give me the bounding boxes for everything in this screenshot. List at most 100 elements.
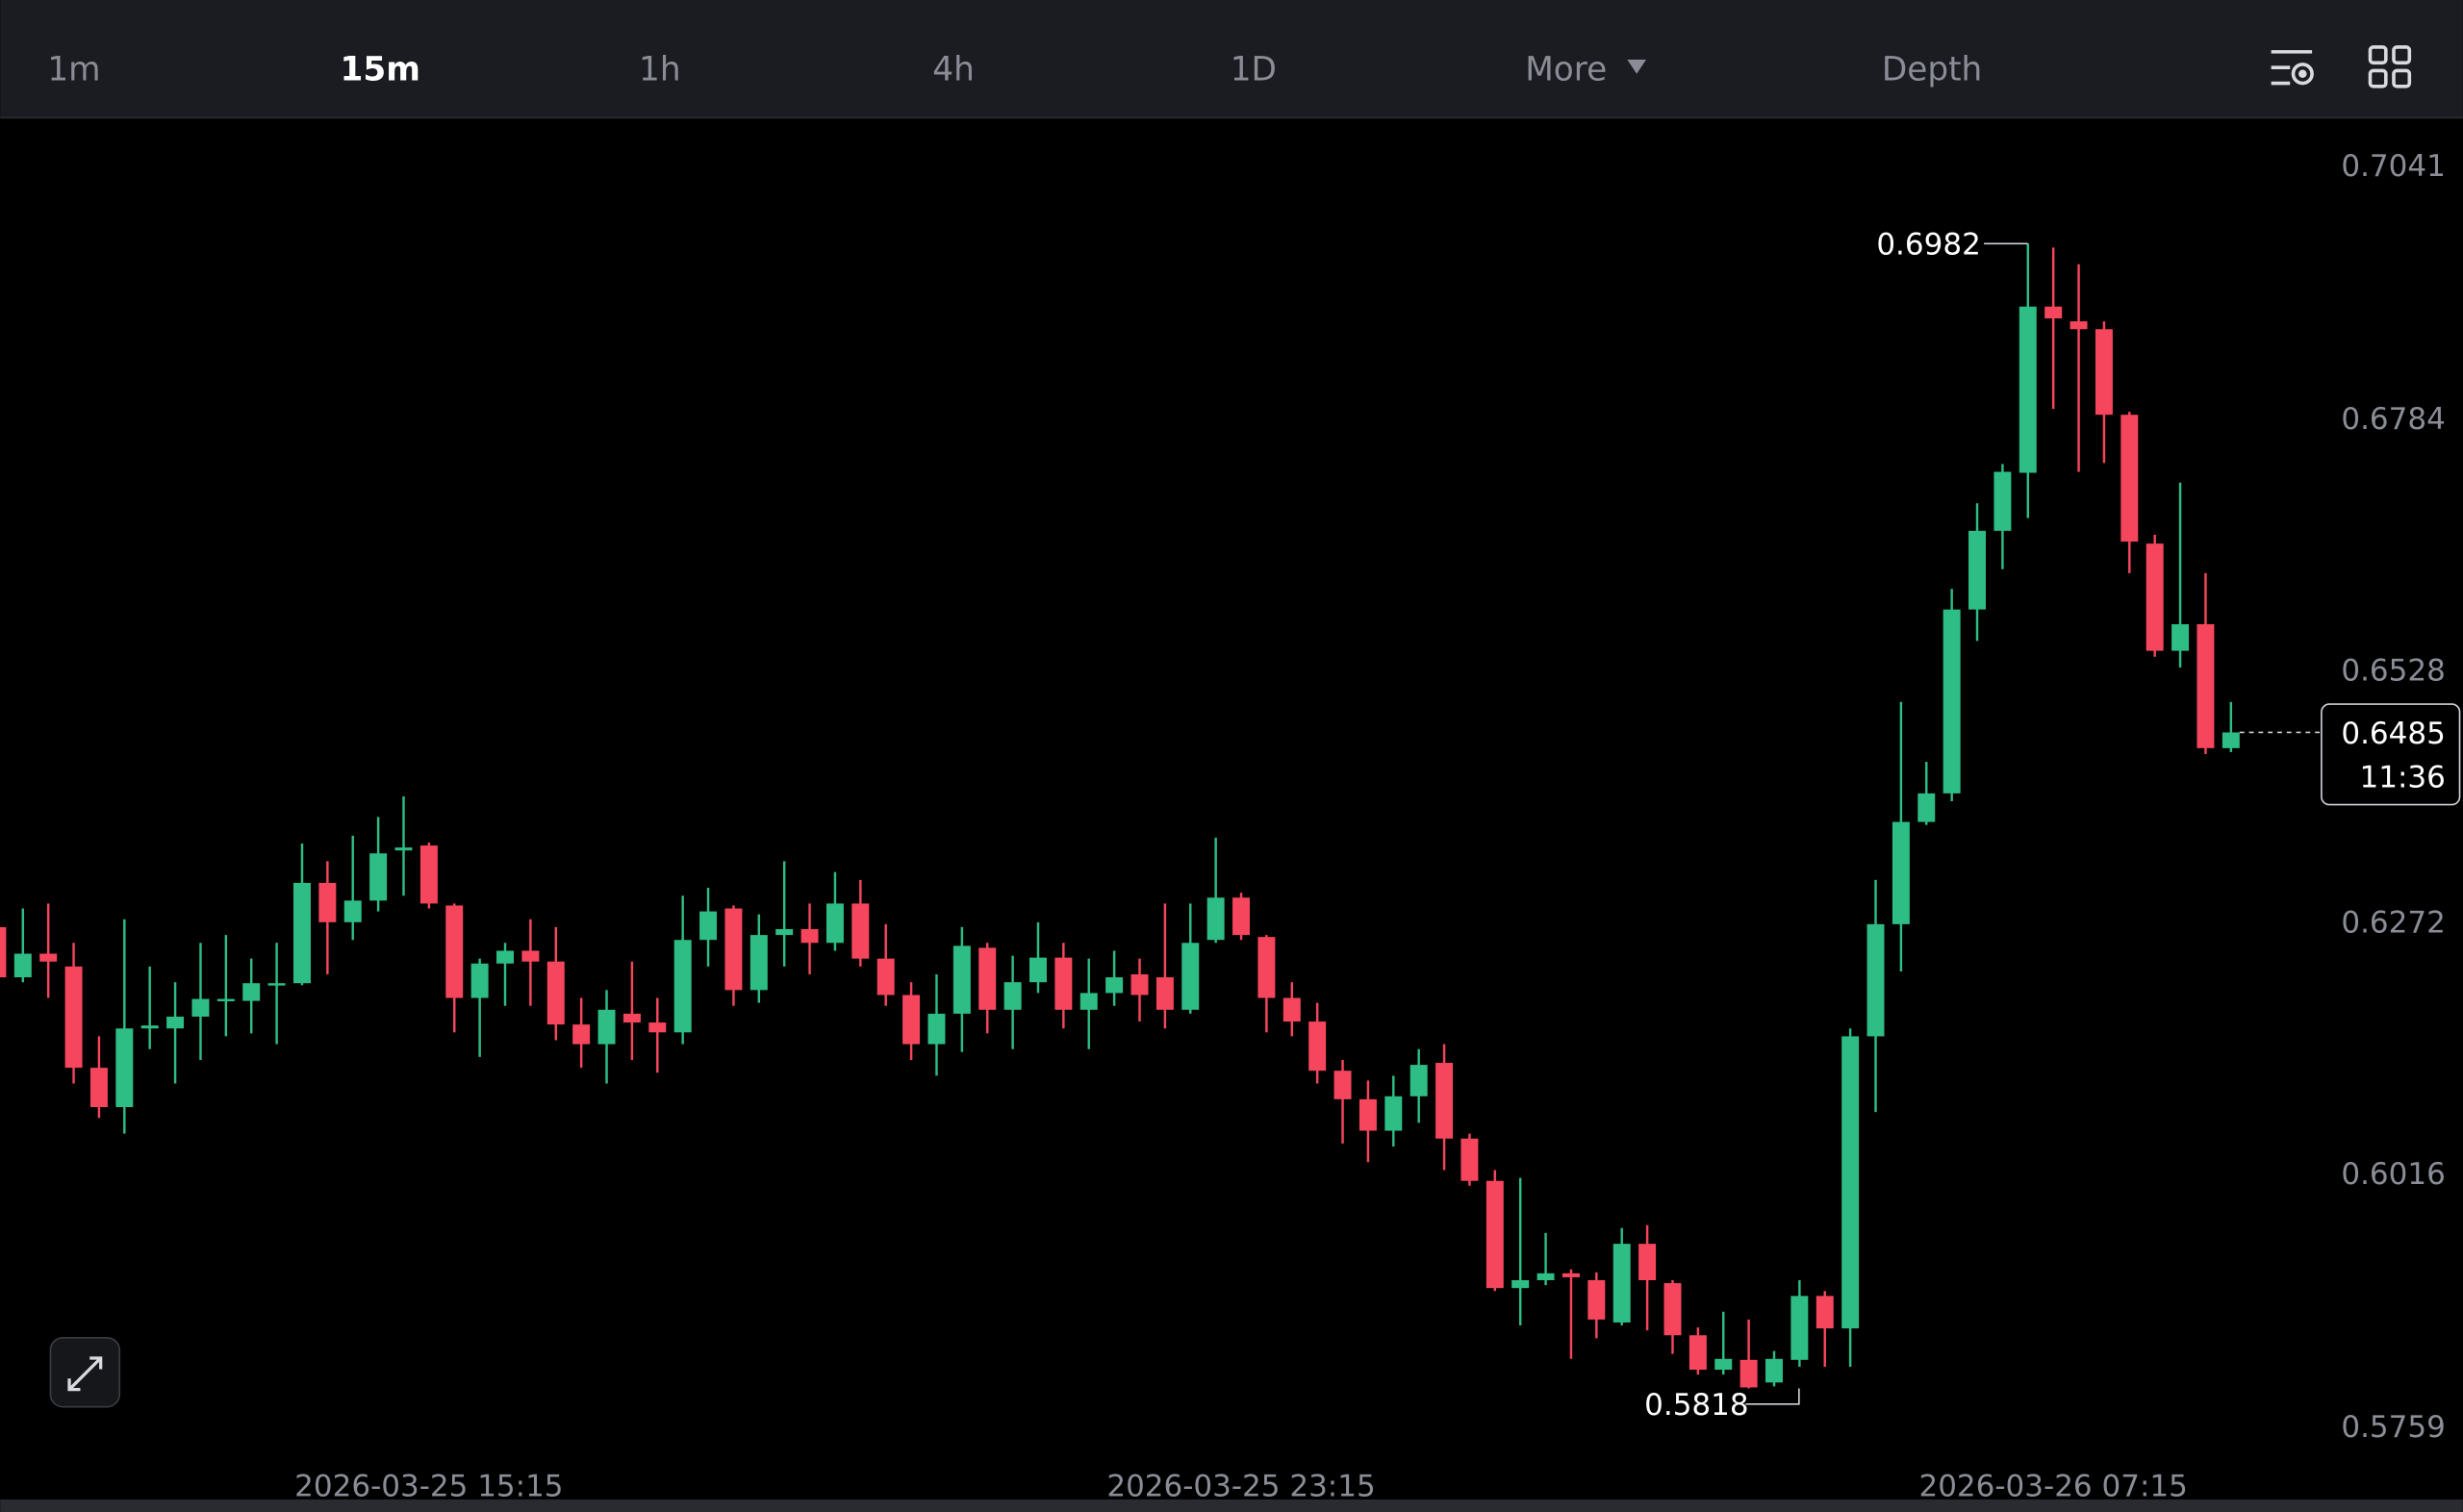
- y-tick-label: 0.6784: [2341, 402, 2445, 437]
- candle-body: [1816, 1296, 1834, 1329]
- candle-body: [927, 1013, 946, 1045]
- candle-body: [1841, 1036, 1860, 1329]
- candle-body: [1485, 1180, 1504, 1289]
- fullscreen-button[interactable]: [49, 1336, 121, 1408]
- y-tick-label: 0.6016: [2341, 1157, 2445, 1192]
- candle-body: [1435, 1063, 1454, 1139]
- candle-body: [2222, 732, 2240, 748]
- candle-body: [191, 998, 210, 1017]
- more-caret[interactable]: [1627, 60, 1646, 74]
- candle-body: [1689, 1335, 1707, 1371]
- x-tick-label: 2026-03-25 15:15: [294, 1470, 563, 1504]
- candle-body: [0, 926, 7, 978]
- candle-body: [622, 1013, 641, 1023]
- indicator-icon[interactable]: [2271, 50, 2314, 86]
- candle-body: [293, 882, 311, 984]
- candle-body: [648, 1022, 667, 1033]
- candle-body: [1638, 1244, 1657, 1280]
- candle-body: [521, 950, 540, 962]
- candle-body: [952, 945, 971, 1014]
- candle-body: [572, 1024, 591, 1045]
- candle-body: [1587, 1279, 1606, 1320]
- candle-body: [1206, 897, 1225, 941]
- tab[interactable]: Depth: [1882, 50, 1982, 88]
- candle-body: [2171, 624, 2190, 651]
- candle-body: [2019, 306, 2037, 473]
- y-tick-label: 0.6528: [2341, 654, 2445, 689]
- low-leader: [1745, 1388, 1800, 1405]
- candle-body: [800, 928, 819, 944]
- candle-body: [1384, 1096, 1403, 1131]
- candle-body: [64, 966, 83, 1069]
- candle-body: [369, 853, 388, 901]
- candle-body: [2095, 329, 2113, 416]
- candle-body: [1765, 1358, 1783, 1383]
- layout-icon[interactable]: [2368, 45, 2412, 88]
- candle-body: [267, 983, 286, 986]
- candle-body: [2120, 415, 2139, 542]
- candle-body: [2146, 543, 2164, 651]
- candle-body: [470, 963, 489, 998]
- candle-body: [1993, 471, 2012, 531]
- candle-body: [343, 900, 362, 922]
- candle-body: [1358, 1098, 1377, 1131]
- candle-body: [13, 953, 32, 978]
- candle-body: [724, 908, 743, 991]
- plot: [0, 242, 2240, 1405]
- candle-body: [1257, 937, 1276, 998]
- candle-body: [1079, 993, 1098, 1010]
- candle-body: [1612, 1244, 1631, 1323]
- current-price-box: [2321, 703, 2461, 806]
- candle-body: [1892, 821, 1910, 924]
- candle-body: [1409, 1065, 1428, 1096]
- candle-body: [115, 1028, 134, 1108]
- candle-body: [1333, 1071, 1352, 1099]
- candle-body: [1181, 943, 1200, 1010]
- tab[interactable]: 15m: [341, 50, 420, 88]
- countdown-label: 11:36: [2360, 761, 2446, 795]
- low-label: 0.5818: [1644, 1388, 1748, 1423]
- candle-body: [39, 953, 58, 962]
- candle-body: [1029, 957, 1047, 983]
- candle-body: [216, 998, 235, 1002]
- candle-body: [1714, 1358, 1733, 1371]
- toolbar: [0, 0, 2463, 118]
- candle-body: [546, 961, 565, 1025]
- candle-body: [825, 903, 844, 944]
- candle-body: [445, 905, 464, 998]
- candle-body: [1536, 1273, 1555, 1280]
- candle-body: [2069, 321, 2088, 330]
- candle-body: [1003, 982, 1022, 1010]
- candle-body: [1282, 997, 1301, 1022]
- candle-body: [1308, 1021, 1327, 1071]
- tab[interactable]: 4h: [932, 50, 975, 88]
- candle-body: [419, 845, 438, 904]
- candle-body: [394, 847, 413, 851]
- tab[interactable]: More: [1525, 50, 1607, 88]
- candle-body: [1232, 897, 1251, 936]
- tab[interactable]: 1D: [1231, 50, 1277, 88]
- candle-body: [699, 911, 718, 941]
- x-tick-label: 2026-03-25 23:15: [1106, 1470, 1375, 1504]
- candle-body: [166, 1016, 185, 1029]
- candle-body: [597, 1009, 616, 1045]
- y-tick-label: 0.6272: [2341, 905, 2445, 940]
- candle-body: [1130, 974, 1149, 995]
- x-tick-label: 2026-03-26 07:15: [1918, 1470, 2187, 1504]
- candle-body: [775, 928, 794, 936]
- candle-body: [242, 983, 261, 1001]
- bottom-strip: [0, 1499, 2463, 1512]
- candle-body: [1511, 1279, 1530, 1289]
- candle-body: [1562, 1273, 1580, 1277]
- candle-body: [673, 940, 692, 1033]
- candle-body: [1739, 1359, 1758, 1388]
- tab[interactable]: 1h: [639, 50, 681, 88]
- y-tick-label: 0.7041: [2341, 149, 2445, 184]
- candle-body: [1663, 1283, 1682, 1336]
- tab[interactable]: 1m: [47, 50, 100, 88]
- candle-body: [876, 958, 895, 995]
- candle-body: [1942, 609, 1961, 794]
